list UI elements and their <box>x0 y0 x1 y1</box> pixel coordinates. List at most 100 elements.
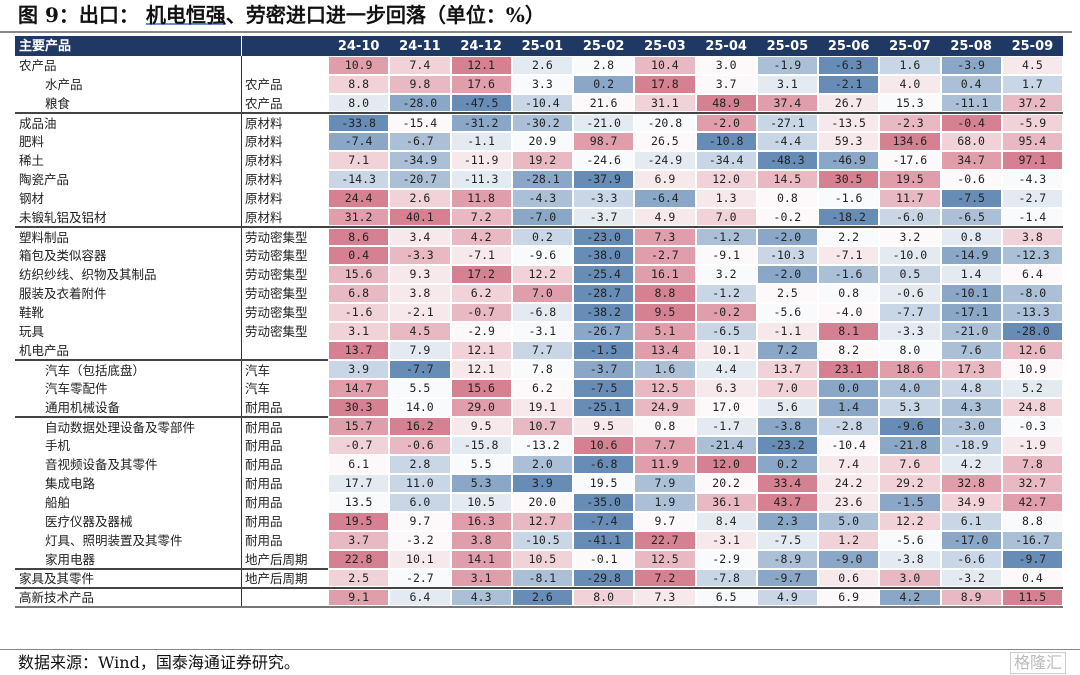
heatmap-cell: 22.8 <box>328 550 390 569</box>
heatmap-cell: 6.4 <box>1001 265 1063 284</box>
heatmap-cell: -7.7 <box>389 360 451 379</box>
heatmap-cell: 3.1 <box>450 569 512 588</box>
heatmap-cell: -2.1 <box>818 75 880 94</box>
heatmap-cell: 0.5 <box>879 265 941 284</box>
heatmap-cell: 5.6 <box>756 398 818 417</box>
product-name: 自动数据处理设备及零部件 <box>15 416 242 436</box>
heatmap-cell: -25.1 <box>573 398 635 417</box>
heatmap-cell: -2.9 <box>695 550 757 569</box>
heatmap-cell: -37.9 <box>573 170 635 189</box>
heatmap-cell: -34.4 <box>695 151 757 170</box>
heatmap-cell: -21.8 <box>879 436 941 455</box>
product-category <box>242 587 328 608</box>
title-prefix: 图 9：出口： <box>18 3 139 27</box>
figure-title: 图 9：出口： 机电恒强、劳密进口进一步回落（单位：%） <box>18 2 545 28</box>
heatmap-cell: -9.7 <box>1001 550 1063 569</box>
heatmap-cell: -4.4 <box>756 132 818 151</box>
heatmap-cell: -3.2 <box>389 531 451 550</box>
heatmap-cell: 9.1 <box>328 587 390 608</box>
heatmap-cell: 24.2 <box>818 474 880 493</box>
table-row: 服装及衣着附件 劳动密集型 6.8 3.8 6.2 7.0 -28.7 8.8 -1.2 2.5 0… <box>15 284 1063 303</box>
heatmap-cell: -7.8 <box>695 569 757 588</box>
heatmap-cell: -11.3 <box>450 170 512 189</box>
table-row: 汽车零配件 汽车 14.7 5.5 15.6 6.2 -7.5 12.5 6.3 7.0 0.0 4.… <box>15 379 1063 398</box>
column-header: 25-04 <box>695 36 757 56</box>
heatmap-cell: 7.1 <box>328 151 390 170</box>
heatmap-cell: 19.5 <box>879 170 941 189</box>
heatmap-cell: 6.5 <box>695 587 757 608</box>
heatmap-cell: 2.6 <box>511 587 573 608</box>
heatmap-cell: 31.2 <box>328 208 390 227</box>
heatmap-cell: 8.8 <box>328 75 390 94</box>
heatmap-cell: 7.9 <box>634 474 696 493</box>
heatmap-cell: 32.8 <box>940 474 1002 493</box>
heatmap-cell: -1.6 <box>328 303 390 322</box>
heatmap-cell: 2.2 <box>818 226 880 246</box>
heatmap-cell: 6.9 <box>818 587 880 608</box>
heatmap-cell: -3.8 <box>756 417 818 436</box>
heatmap-cell: 17.2 <box>450 265 512 284</box>
heatmap-cell: -30.2 <box>511 112 573 132</box>
heatmap-cell: 29.0 <box>450 398 512 417</box>
heatmap-cell: 11.9 <box>634 455 696 474</box>
heatmap-cell: 9.7 <box>634 512 696 531</box>
heatmap-cell: -1.1 <box>756 322 818 341</box>
heatmap-cell: 8.0 <box>879 341 941 360</box>
heatmap-cell: 7.8 <box>511 360 573 379</box>
heatmap-cell: 17.6 <box>450 75 512 94</box>
heatmap-cell: -11.9 <box>450 151 512 170</box>
heatmap-cell: 20.0 <box>511 493 573 512</box>
heatmap-cell: -5.6 <box>756 303 818 322</box>
table-row: 纺织纱线、织物及其制品 劳动密集型 15.6 9.3 17.2 12.2 -25.4 16.1… <box>15 265 1063 284</box>
heatmap-cell: 13.5 <box>328 493 390 512</box>
heatmap-cell: 23.1 <box>818 360 880 379</box>
table-row: 陶瓷产品 原材料 -14.3 -20.7 -11.3 -28.1 -37.9 6.9 12.0 1… <box>15 170 1063 189</box>
heatmap-cell: -1.2 <box>695 284 757 303</box>
heatmap-cell: -11.1 <box>940 94 1002 113</box>
heatmap-cell: 26.7 <box>818 94 880 113</box>
heatmap-cell: -3.8 <box>879 550 941 569</box>
heatmap-cell: -3.2 <box>940 569 1002 588</box>
heatmap-cell: 13.7 <box>328 341 390 360</box>
product-category: 耐用品 <box>242 416 328 436</box>
heatmap-cell: -6.3 <box>818 56 880 75</box>
heatmap-cell: 7.0 <box>511 284 573 303</box>
heatmap-cell: 5.3 <box>450 474 512 493</box>
heatmap-cell: 20.2 <box>695 474 757 493</box>
heatmap-cell: 29.2 <box>879 474 941 493</box>
heatmap-cell: 5.5 <box>450 455 512 474</box>
heatmap-cell: 3.1 <box>756 75 818 94</box>
heatmap-cell: -15.8 <box>450 436 512 455</box>
heatmap-cell: 9.8 <box>389 75 451 94</box>
heatmap-cell: 0.2 <box>511 226 573 246</box>
heatmap-cell: 4.4 <box>695 360 757 379</box>
product-name: 粮食 <box>15 94 242 113</box>
table-row: 鞋靴 劳动密集型 -1.6 -2.1 -0.7 -6.8 -38.2 9.5 -0.2 -5.6-… <box>15 303 1063 322</box>
heatmap-cell: -1.1 <box>450 132 512 151</box>
heatmap-cell: 34.7 <box>940 151 1002 170</box>
heatmap-cell: 7.2 <box>450 208 512 227</box>
heatmap-cell: -9.7 <box>756 569 818 588</box>
heatmap-cell: 7.6 <box>879 455 941 474</box>
heatmap-cell: 4.2 <box>940 455 1002 474</box>
heatmap-cell: 3.8 <box>1001 226 1063 246</box>
product-name: 机电产品 <box>15 341 242 360</box>
heatmap-cell: 7.4 <box>818 455 880 474</box>
heatmap-cell: 9.7 <box>389 512 451 531</box>
heatmap-cell: 14.1 <box>450 550 512 569</box>
heatmap-cell: 97.1 <box>1001 151 1063 170</box>
product-category: 地产后周期 <box>242 568 328 588</box>
heatmap-cell: 0.2 <box>756 455 818 474</box>
heatmap-cell: 13.4 <box>634 341 696 360</box>
product-category: 耐用品 <box>245 399 283 415</box>
heatmap-cell: -2.3 <box>879 112 941 132</box>
heatmap-cell: 3.9 <box>511 474 573 493</box>
heatmap-cell: 10.1 <box>389 550 451 569</box>
product-name: 灯具、照明装置及其零件 <box>15 531 242 550</box>
heatmap-cell: 5.3 <box>879 398 941 417</box>
heatmap-cell: -4.3 <box>511 189 573 208</box>
heatmap-cell: -0.3 <box>1001 417 1063 436</box>
heatmap-cell: -10.4 <box>511 94 573 113</box>
heatmap-cell: -1.6 <box>818 189 880 208</box>
heatmap-cell: 16.2 <box>389 417 451 436</box>
